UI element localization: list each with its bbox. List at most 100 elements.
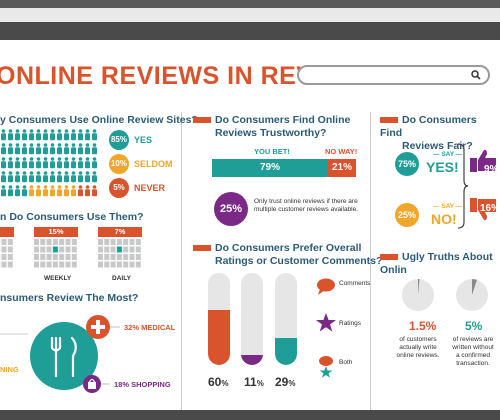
person-icon	[22, 129, 27, 141]
person-icon	[64, 143, 69, 155]
person-icon	[78, 185, 83, 197]
search-input[interactable]	[307, 69, 471, 85]
person-icon	[8, 129, 13, 141]
calendar-daily-caption: DAILY	[112, 275, 131, 282]
trust-bar-yes: 79%	[212, 159, 328, 177]
person-icon	[50, 171, 55, 183]
person-icon	[8, 143, 13, 155]
dining-label: NING	[0, 365, 19, 374]
tube-fill-ratings	[241, 355, 263, 365]
calendar-day	[52, 239, 58, 245]
calendar-day	[7, 239, 13, 245]
person-icon	[64, 185, 69, 197]
calendar-day	[71, 239, 77, 245]
calendar-day	[71, 246, 77, 253]
calendar-day	[135, 246, 141, 253]
fair-no-say: — SAY —	[433, 203, 463, 210]
tube-comments	[208, 273, 230, 365]
person-icon	[22, 143, 27, 155]
calendar-day	[65, 254, 71, 260]
yes-label: YES	[134, 135, 153, 145]
person-icon	[43, 143, 48, 155]
divider-v1	[181, 112, 182, 410]
calendar-day	[98, 246, 103, 253]
person-icon	[71, 185, 76, 197]
calendar-day	[110, 239, 116, 245]
person-icon	[64, 129, 69, 141]
trust-bar-no: 21%	[328, 159, 356, 177]
pct-comments: 60%	[208, 375, 229, 389]
person-icon	[22, 171, 27, 183]
calendar-day	[65, 246, 71, 253]
calendar-day	[59, 239, 65, 245]
legend-comments: Comments	[339, 280, 371, 287]
calendar-grid	[98, 239, 141, 268]
person-icon	[1, 129, 6, 141]
calendar-day	[116, 254, 122, 260]
search-icon[interactable]	[471, 70, 481, 80]
pct-both: 29%	[275, 375, 296, 389]
person-icon	[71, 171, 76, 183]
person-icon	[36, 143, 41, 155]
person-icon	[71, 143, 76, 155]
calendar-day	[34, 261, 39, 268]
medical-label: 32% MEDICAL	[124, 323, 176, 332]
q2-title: n Do Consumers Use Them?	[0, 211, 144, 223]
person-icon	[29, 129, 34, 141]
calendar-day	[52, 261, 58, 268]
yes-badge: 85%	[109, 130, 129, 150]
star-icon	[316, 313, 336, 332]
calendar-day	[40, 239, 46, 245]
calendar-day	[98, 261, 103, 268]
legend-ratings: Ratings	[339, 320, 362, 327]
calendar-day	[71, 261, 77, 268]
topbar-strip	[0, 8, 500, 22]
calendar-grid	[0, 239, 13, 268]
person-icon	[1, 143, 6, 155]
bracket	[457, 143, 469, 229]
person-icon	[78, 129, 83, 141]
medical-cross-icon	[91, 320, 105, 334]
person-icon	[43, 157, 48, 169]
calendar-weekly-caption: WEEKLY	[44, 275, 72, 282]
person-icon	[29, 143, 34, 155]
calendar-day	[52, 254, 58, 260]
calendar-day	[116, 239, 122, 245]
calendar-day	[123, 254, 129, 260]
person-icon	[64, 157, 69, 169]
person-icon	[57, 185, 62, 197]
trust-note: Only trust online reviews if there are mu…	[254, 198, 359, 213]
calendar-day	[46, 261, 52, 268]
calendar-weekly-value: 15%	[34, 227, 78, 237]
calendar-day	[46, 246, 52, 253]
q3-graphic	[0, 315, 120, 393]
calendar-weekly: 15%	[34, 227, 78, 271]
calendar-day	[7, 246, 13, 253]
fair-no-badge: 25%	[395, 203, 419, 227]
calendar-day	[110, 254, 116, 260]
calendar-day	[34, 246, 39, 253]
calendar-day	[110, 261, 116, 268]
calendar-day	[46, 239, 52, 245]
person-icon	[50, 129, 55, 141]
fair-title: Do Consumers Find Reviews Fair?	[380, 114, 477, 152]
calendar-day	[129, 261, 135, 268]
calendar-day	[129, 246, 135, 253]
calendar-day	[104, 239, 110, 245]
person-icon	[36, 157, 41, 169]
person-icon	[85, 185, 90, 197]
search-box[interactable]	[297, 65, 490, 85]
pct-ratings: 11%	[244, 375, 264, 389]
person-icon	[50, 185, 55, 197]
person-icon	[85, 157, 90, 169]
q1-title: y Consumers Use Online Review Sites?	[0, 114, 198, 126]
person-icon	[8, 157, 13, 169]
person-icon	[92, 129, 97, 141]
calendar-day	[34, 254, 39, 260]
person-icon	[92, 185, 97, 197]
never-label: NEVER	[134, 183, 166, 193]
person-icon	[36, 185, 41, 197]
never-badge: 5%	[109, 178, 129, 198]
calendar-day	[129, 239, 135, 245]
